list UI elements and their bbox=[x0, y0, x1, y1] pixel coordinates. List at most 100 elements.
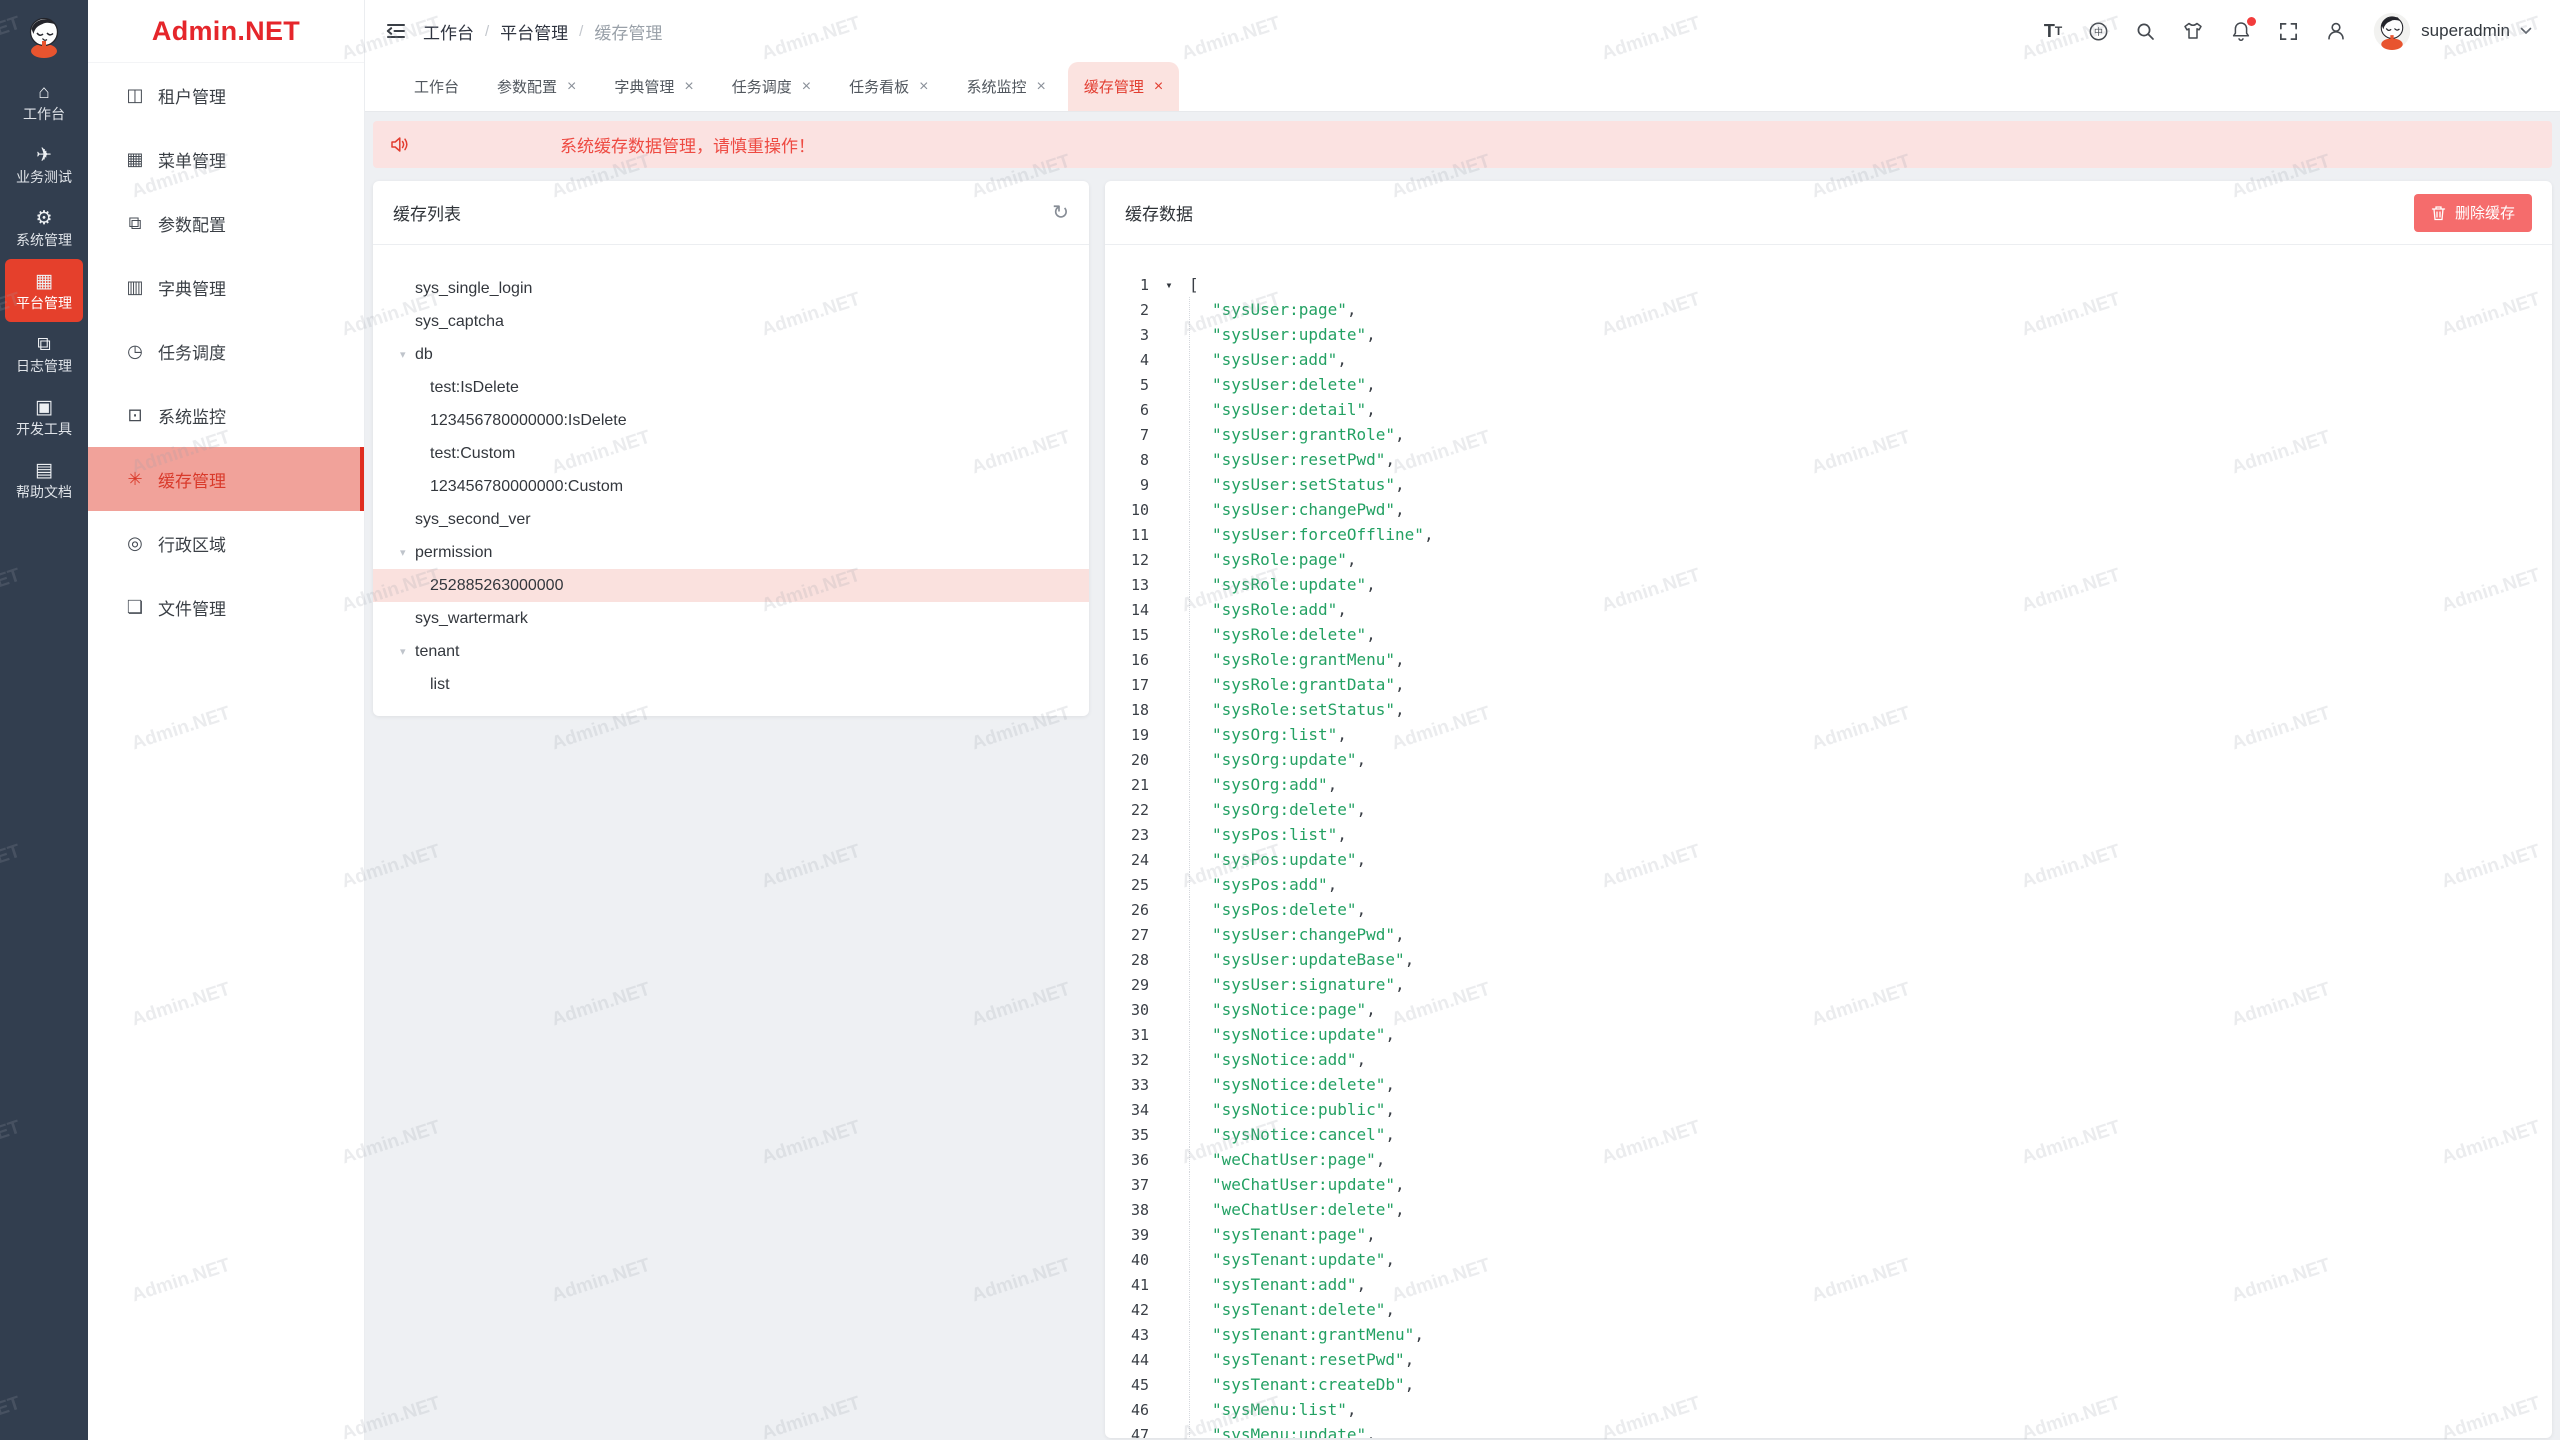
close-icon[interactable]: × bbox=[567, 77, 577, 95]
menu-fold-icon[interactable] bbox=[385, 20, 407, 42]
close-icon[interactable]: × bbox=[919, 77, 929, 95]
log-copy-icon: ⧉ bbox=[37, 333, 51, 355]
cache-tree: ▾ sys_single_login ▾ sys_captcha ▾ db ▾ … bbox=[373, 245, 1089, 701]
code-token: , bbox=[1423, 525, 1434, 544]
sidebar-menu-item[interactable]: ⊡ 系统监控 bbox=[88, 383, 364, 447]
sidebar-menu-item[interactable]: ◫ 租户管理 bbox=[126, 84, 226, 107]
code-token: , bbox=[1395, 500, 1405, 519]
tree-node[interactable]: ▾ db bbox=[400, 345, 433, 363]
rail-nav-item[interactable]: ▣ 开发工具 bbox=[16, 396, 72, 437]
code-token: , bbox=[1404, 950, 1415, 969]
rail-nav-item[interactable]: ⧉ 日志管理 bbox=[16, 333, 72, 374]
sidebar-menu-item[interactable]: ◎ 行政区域 bbox=[88, 511, 364, 575]
code-viewer[interactable]: 1 ▾ [ 2 "sysUser:page", 3 bbox=[1105, 245, 2552, 1438]
view-tab[interactable]: 参数配置 × bbox=[497, 77, 577, 96]
indent-guide bbox=[1189, 547, 1212, 572]
breadcrumb: 工作台 / 平台管理 / 缓存管理 bbox=[423, 19, 662, 44]
warning-banner: 系统缓存数据管理，请慎重操作！ bbox=[373, 121, 2552, 168]
refresh-icon[interactable]: ↻ bbox=[1052, 201, 1069, 224]
sidebar-menu-item[interactable]: ✳ 缓存管理 bbox=[88, 447, 364, 511]
view-tab[interactable]: 任务调度 × bbox=[731, 77, 812, 96]
code-string: "sysPos:add" bbox=[1212, 875, 1328, 894]
user-menu[interactable]: superadmin bbox=[2373, 12, 2532, 50]
tree-node[interactable]: ▾ test:Custom bbox=[430, 444, 516, 462]
close-icon[interactable]: × bbox=[1036, 77, 1046, 95]
sidebar-menu-item[interactable]: ▦ 菜单管理 bbox=[126, 148, 226, 171]
fold-caret-icon[interactable]: ▾ bbox=[1165, 277, 1173, 292]
tree-node[interactable]: ▾ 252885263000000 bbox=[373, 569, 1089, 602]
indent-guide bbox=[1189, 1272, 1212, 1297]
tree-node[interactable]: ▾ list bbox=[430, 675, 450, 693]
breadcrumb-item[interactable]: 工作台 bbox=[423, 23, 474, 43]
view-tab[interactable]: 缓存管理 × bbox=[1067, 62, 1180, 111]
code-line: 7 "sysUser:grantRole", bbox=[1105, 422, 2552, 447]
indent-guide bbox=[1189, 672, 1212, 697]
view-tab[interactable]: 任务看板 × bbox=[849, 77, 929, 96]
cache-loading-icon: ✳ bbox=[127, 468, 143, 489]
file-icon: ❏ bbox=[126, 596, 144, 617]
code-line: 13 "sysRole:update", bbox=[1105, 572, 2552, 597]
notification-bell-icon[interactable] bbox=[2230, 17, 2257, 42]
code-line: 29 "sysUser:signature", bbox=[1105, 972, 2552, 997]
caret-down-icon[interactable]: ▾ bbox=[400, 547, 406, 559]
code-line: 9 "sysUser:setStatus", bbox=[1105, 472, 2552, 497]
tree-node[interactable]: ▾ sys_captcha bbox=[415, 312, 504, 330]
indent-guide bbox=[1189, 1147, 1212, 1172]
delete-cache-button[interactable]: 删除缓存 bbox=[2413, 193, 2532, 232]
code-line: 1 ▾ [ bbox=[1105, 272, 2552, 297]
rail-nav-item[interactable]: ▦ 平台管理 bbox=[5, 259, 83, 322]
theme-icon[interactable] bbox=[2182, 20, 2204, 42]
rail-nav-item[interactable]: ▤ 帮助文档 bbox=[16, 459, 72, 500]
code-token: , bbox=[1356, 1050, 1367, 1069]
view-tab[interactable]: 工作台 bbox=[414, 79, 460, 96]
language-icon[interactable]: 中 bbox=[2088, 21, 2109, 42]
code-line: 6 "sysUser:detail", bbox=[1105, 397, 2552, 422]
close-icon[interactable]: × bbox=[1153, 77, 1164, 95]
line-number: 2 bbox=[1139, 300, 1149, 319]
indent-guide bbox=[1189, 1047, 1212, 1072]
tree-node[interactable]: ▾ sys_second_ver bbox=[415, 510, 531, 528]
tabs-bar: 工作台 参数配置 × 字典管理 × 任务调度 × 任务看板 × 系统监控 × bbox=[365, 62, 2560, 112]
sidebar-menu-item[interactable]: ⧉ 参数配置 bbox=[88, 191, 364, 255]
rail-nav-item[interactable]: ✈ 业务测试 bbox=[16, 144, 72, 185]
code-token: , bbox=[1366, 625, 1376, 644]
code-token: , bbox=[1337, 600, 1347, 619]
code-line: 24 "sysPos:update", bbox=[1105, 847, 2552, 872]
line-number: 45 bbox=[1130, 1375, 1149, 1394]
app-logo-avatar[interactable] bbox=[0, 0, 88, 70]
code-line: 23 "sysPos:list", bbox=[1105, 822, 2552, 847]
indent-guide bbox=[1189, 372, 1212, 397]
code-line: 25 "sysPos:add", bbox=[1105, 872, 2552, 897]
view-tab[interactable]: 系统监控 × bbox=[966, 77, 1046, 96]
tree-node[interactable]: ▾ permission bbox=[400, 543, 493, 561]
breadcrumb-item[interactable]: 平台管理 bbox=[500, 23, 569, 43]
user-icon[interactable] bbox=[2325, 20, 2347, 42]
close-icon[interactable]: × bbox=[684, 77, 694, 95]
tree-node[interactable]: ▾ 123456780000000:Custom bbox=[430, 477, 624, 495]
rail-nav: ⌂ 工作台 ✈ 业务测试 ⚙ 系统管理 ▦ 平台管理 ⧉ 日志管理 ▣ 开发工具 bbox=[0, 70, 88, 511]
code-token: , bbox=[1346, 1400, 1357, 1419]
rail-nav-item[interactable]: ⚙ 系统管理 bbox=[16, 207, 72, 248]
code-line: 14 "sysRole:add", bbox=[1105, 597, 2552, 622]
sidebar-menu-item[interactable]: ◷ 任务调度 bbox=[88, 319, 364, 383]
tree-node[interactable]: ▾ sys_wartermark bbox=[415, 609, 528, 627]
search-icon[interactable] bbox=[2135, 21, 2156, 42]
tree-node[interactable]: ▾ 123456780000000:IsDelete bbox=[430, 411, 627, 429]
tree-node[interactable]: ▾ test:IsDelete bbox=[430, 378, 519, 396]
code-token: , bbox=[1356, 850, 1367, 869]
tree-node[interactable]: ▾ tenant bbox=[400, 642, 460, 660]
line-number: 19 bbox=[1130, 725, 1149, 744]
code-token: , bbox=[1385, 1250, 1396, 1269]
close-icon[interactable]: × bbox=[801, 77, 812, 95]
fullscreen-icon[interactable] bbox=[2278, 21, 2299, 42]
sidebar-menu-item[interactable]: ▥ 字典管理 bbox=[126, 276, 226, 299]
rail-nav-item[interactable]: ⌂ 工作台 bbox=[23, 81, 65, 122]
tree-node[interactable]: ▾ sys_single_login bbox=[415, 279, 533, 297]
code-string: "weChatUser:page" bbox=[1212, 1150, 1376, 1169]
sidebar-menu-item[interactable]: ❏ 文件管理 bbox=[126, 596, 226, 619]
caret-down-icon[interactable]: ▾ bbox=[400, 646, 406, 658]
caret-down-icon[interactable]: ▾ bbox=[400, 349, 406, 361]
view-tab[interactable]: 字典管理 × bbox=[614, 77, 694, 96]
